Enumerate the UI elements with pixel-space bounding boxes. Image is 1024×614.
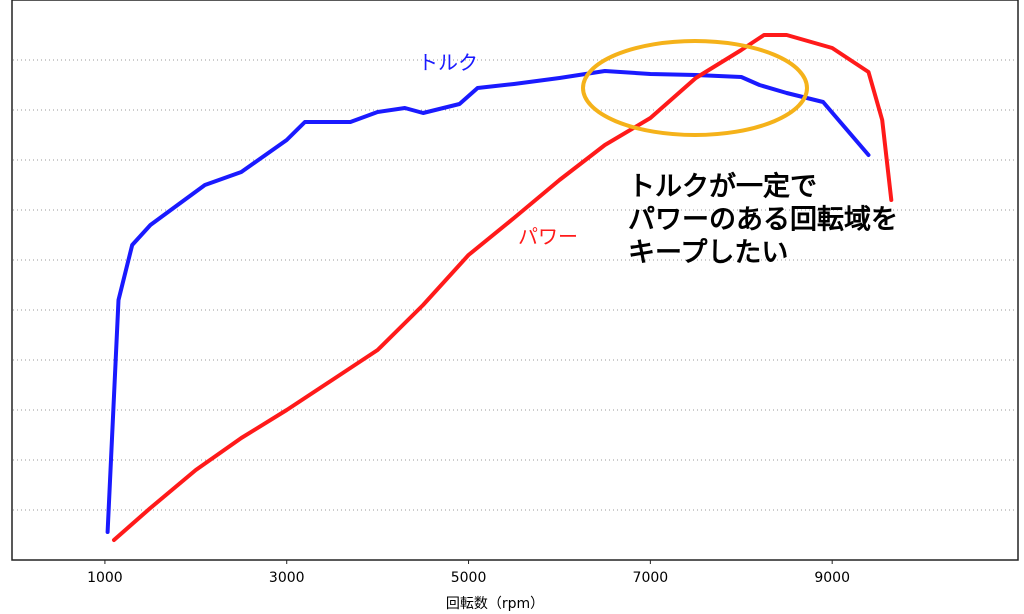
x-tick-label: 1000 xyxy=(87,570,123,586)
lines xyxy=(105,33,894,542)
series-line xyxy=(105,69,871,534)
x-tick-label: 5000 xyxy=(451,570,487,586)
annotation: キープしたい xyxy=(628,238,788,269)
x-tick-label: 7000 xyxy=(633,570,669,586)
annotation: トルクが一定で xyxy=(628,171,817,203)
highlight-ellipse xyxy=(581,39,809,137)
legend-label: パワー xyxy=(518,225,578,249)
legend-label: トルク xyxy=(418,51,478,75)
plot-frame xyxy=(11,0,1019,561)
series-line xyxy=(112,33,894,542)
x-tick-label: 3000 xyxy=(269,570,305,586)
x-tick-label: 9000 xyxy=(814,570,850,586)
x-axis-label: 回転数（rpm） xyxy=(446,596,544,612)
annotation: パワーのある回転域を xyxy=(628,205,898,236)
grid xyxy=(13,59,1017,564)
